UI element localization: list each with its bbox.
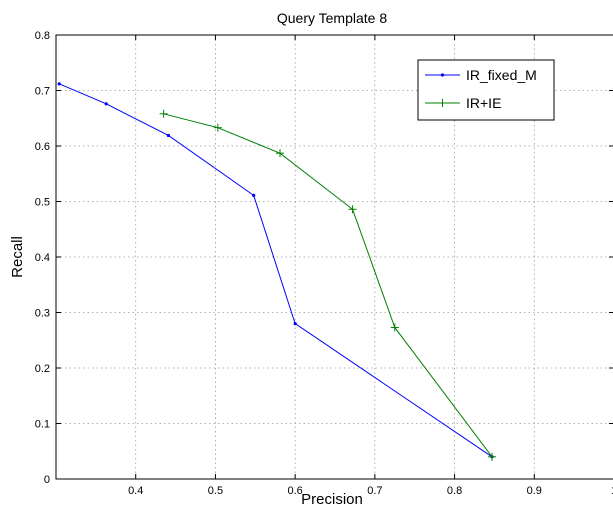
data-point-ir-ie [159,109,168,118]
y-tick-label: 0.4 [35,252,50,264]
y-tick-label: 0 [44,474,50,486]
x-tick-label: 0.8 [447,485,462,497]
y-tick-label: 0.1 [35,419,50,431]
series-line-ir-ie [163,113,493,458]
data-point-ir-fixed-m [252,193,256,197]
y-axis-label: Recall [9,236,26,278]
data-point-ir-fixed-m [293,322,297,326]
x-tick-label: 0.6 [287,485,302,497]
data-point-ir-ie [390,323,399,332]
chart-title: Query Template 8 [277,10,387,26]
legend-marker-ir-ie [438,99,447,107]
y-tick-label: 0.8 [35,30,50,42]
grid [56,35,613,479]
x-axis-label: Precision [301,491,363,508]
legend-label-ir-ie: IR+IE [466,95,501,111]
series-line-ir-fixed-m [58,83,493,458]
data-point-ir-ie [213,123,222,132]
y-tick-label: 0.7 [35,86,50,98]
legend-label-ir-fixed-m: IR_fixed_M [466,67,537,83]
legend-box [417,59,555,121]
x-tick-label: 0.4 [128,485,143,497]
legend-marker-point [440,73,445,77]
data-point-ir-ie [488,452,497,461]
data-point-ir-ie [348,205,357,214]
y-tick-label: 0.2 [35,363,50,375]
x-tick-label: 1 [611,485,613,497]
series-ir-ie [159,109,497,461]
series-group [57,82,497,461]
legend-marker-point [438,99,447,107]
x-tick-label: 0.9 [527,485,542,497]
x-tick-label: 0.5 [208,485,223,497]
axis-ticks: 0.4 0.5 0.6 0.7 0.8 0.9 1 0 0.1 0.2 0.3 0.4 0.5 0.6 0.… [35,30,613,497]
data-point-ir-fixed-m [166,133,170,138]
legend: IR_fixed_M IR+IE [417,59,555,121]
x-tick-label: 0.7 [367,485,382,497]
y-tick-label: 0.6 [35,141,50,153]
y-tick-label: 0.5 [35,197,50,209]
data-point-ir-ie [275,149,284,158]
data-point-ir-fixed-m [57,82,61,86]
data-point-ir-fixed-m [104,102,108,106]
y-tick-label: 0.3 [35,308,50,320]
series-ir-fixed-m [57,82,494,459]
legend-marker-ir-fixed-m [440,73,445,77]
